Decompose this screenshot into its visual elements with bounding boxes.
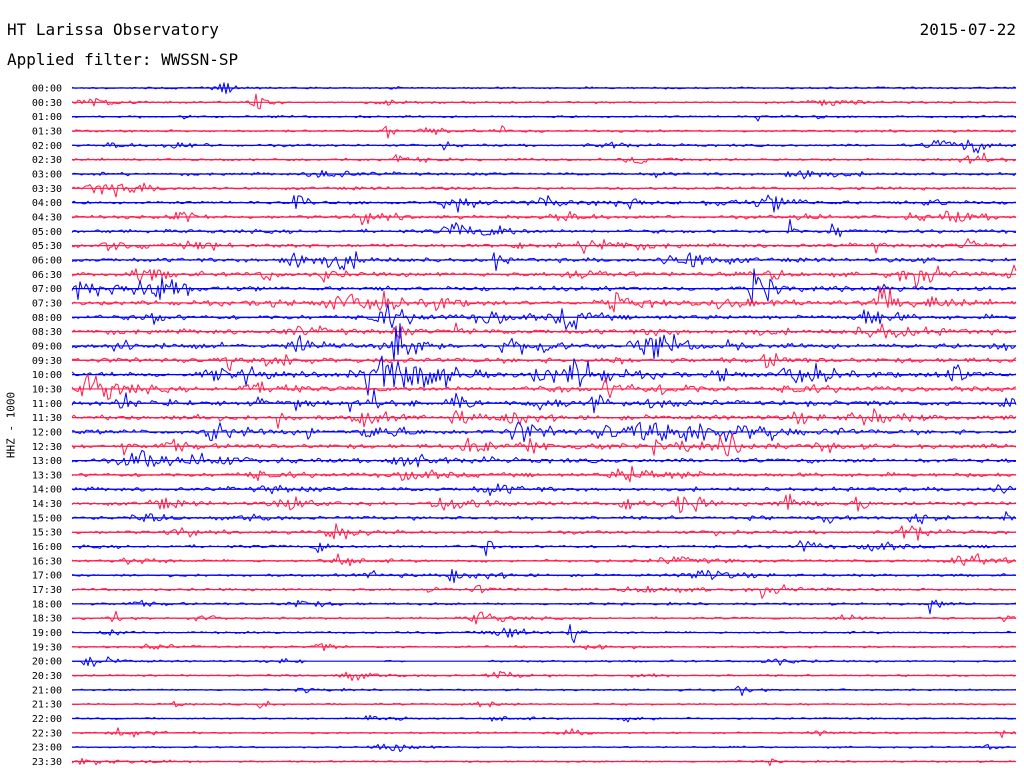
time-label: 13:00 [32,456,62,467]
seismic-trace [71,322,1017,339]
time-label: 19:00 [32,628,62,639]
time-label: 02:00 [32,141,62,152]
seismic-trace [71,449,1017,468]
seismic-trace [71,251,1017,272]
time-label: 07:30 [32,298,62,309]
time-label: 21:30 [32,700,62,711]
time-label: 12:00 [32,427,62,438]
seismic-trace [71,553,1017,567]
seismic-trace [71,93,1017,110]
seismic-trace [71,421,1017,443]
time-label: 20:30 [32,671,62,682]
time-label: 23:00 [32,743,62,754]
time-label: 03:00 [32,169,62,180]
time-label: 00:30 [32,98,62,109]
time-label: 18:30 [32,614,62,625]
time-label: 10:30 [32,384,62,395]
time-label: 05:30 [32,241,62,252]
seismic-trace [72,353,1017,372]
time-label: 21:00 [32,685,62,696]
seismic-trace [71,685,1017,697]
seismic-trace [71,568,1017,584]
seismic-trace [71,355,1017,396]
time-label: 01:30 [32,126,62,137]
time-label: 13:30 [32,470,62,481]
time-label-layer: 00:00 00:30 01:00 01:30 02:00 02:30 03:00 03:30… [32,84,62,769]
time-label: 12:30 [32,442,62,453]
time-label: 22:30 [32,728,62,739]
seismic-trace [71,584,1017,599]
seismic-trace [71,182,1017,198]
time-label: 06:00 [32,255,62,266]
time-label: 01:00 [32,112,62,123]
time-label: 23:30 [32,757,62,768]
time-label: 11:30 [32,413,62,424]
time-label: 04:30 [32,212,62,223]
seismic-trace [71,433,1017,457]
time-label: 05:00 [32,227,62,238]
applied-filter-label: Applied filter: WWSSN-SP [7,50,239,69]
seismic-trace [71,540,1017,557]
seismic-trace [71,210,1017,226]
seismic-trace [71,169,1017,180]
trace-layer [71,82,1017,767]
seismic-trace [71,264,1017,289]
time-label: 08:00 [32,313,62,324]
time-label: 09:30 [32,356,62,367]
seismic-trace [71,194,1016,213]
seismic-trace [71,323,1017,362]
time-label: 10:00 [32,370,62,381]
seismic-trace [71,125,1017,139]
time-label: 17:30 [32,585,62,596]
time-label: 09:00 [32,341,62,352]
time-label: 16:30 [32,556,62,567]
observatory-title: HT Larissa Observatory [7,20,219,39]
seismic-trace [71,408,1017,429]
time-label: 16:00 [32,542,62,553]
seismic-trace [71,624,1017,644]
seismic-trace [71,743,1017,753]
time-label: 15:30 [32,528,62,539]
seismic-trace [71,599,1017,615]
time-label: 17:00 [32,571,62,582]
seismic-trace [71,303,1017,330]
time-label: 07:00 [32,284,62,295]
seismic-trace [71,483,1017,497]
time-label: 11:00 [32,399,62,410]
time-label: 00:00 [32,84,62,95]
seismic-trace [71,218,1017,238]
time-label: 14:30 [32,499,62,510]
record-date: 2015-07-22 [919,20,1016,39]
time-label: 18:00 [32,599,62,610]
time-label: 06:30 [32,270,62,281]
time-label: 08:30 [32,327,62,338]
time-label: 14:00 [32,485,62,496]
time-label: 20:00 [32,657,62,668]
seismic-trace [71,152,1017,164]
seismic-trace [71,139,1017,154]
time-label: 02:30 [32,155,62,166]
time-label: 15:00 [32,513,62,524]
time-label: 04:00 [32,198,62,209]
time-label: 03:30 [32,184,62,195]
time-label: 19:30 [32,642,62,653]
seismic-trace [71,465,1016,483]
time-label: 22:00 [32,714,62,725]
